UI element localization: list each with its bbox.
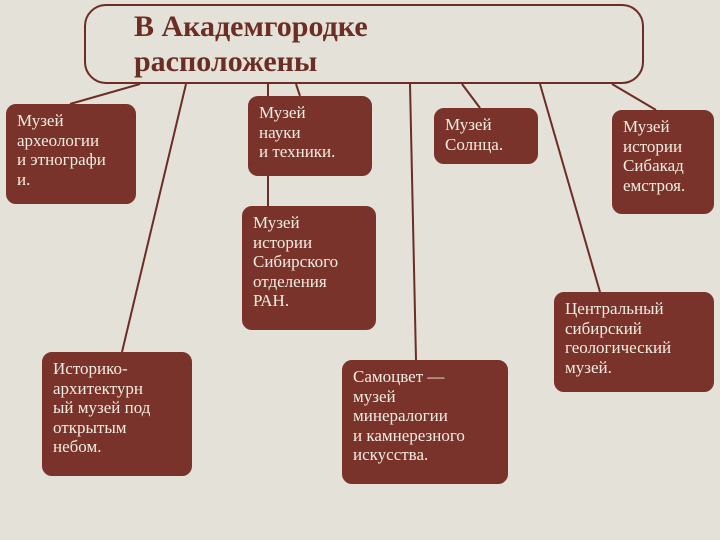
museum-node-geo: Центральный сибирский геологический музе…: [554, 292, 714, 392]
museum-node-samocvet: Самоцвет — музей минералогии и камнерезн…: [342, 360, 508, 484]
museum-node-openair: Историко- архитектурн ый музей под откры…: [42, 352, 192, 476]
museum-node-sun: Музей Солнца.: [434, 108, 538, 164]
root-title: В Академгородке расположены: [84, 4, 644, 84]
museum-node-ran: Музей истории Сибирского отделения РАН.: [242, 206, 376, 330]
museum-node-science: Музей науки и техники.: [248, 96, 372, 176]
museum-node-arch: Музей археологии и этнографи и.: [6, 104, 136, 204]
museum-node-sibakad: Музей истории Сибакад емстроя.: [612, 110, 714, 214]
